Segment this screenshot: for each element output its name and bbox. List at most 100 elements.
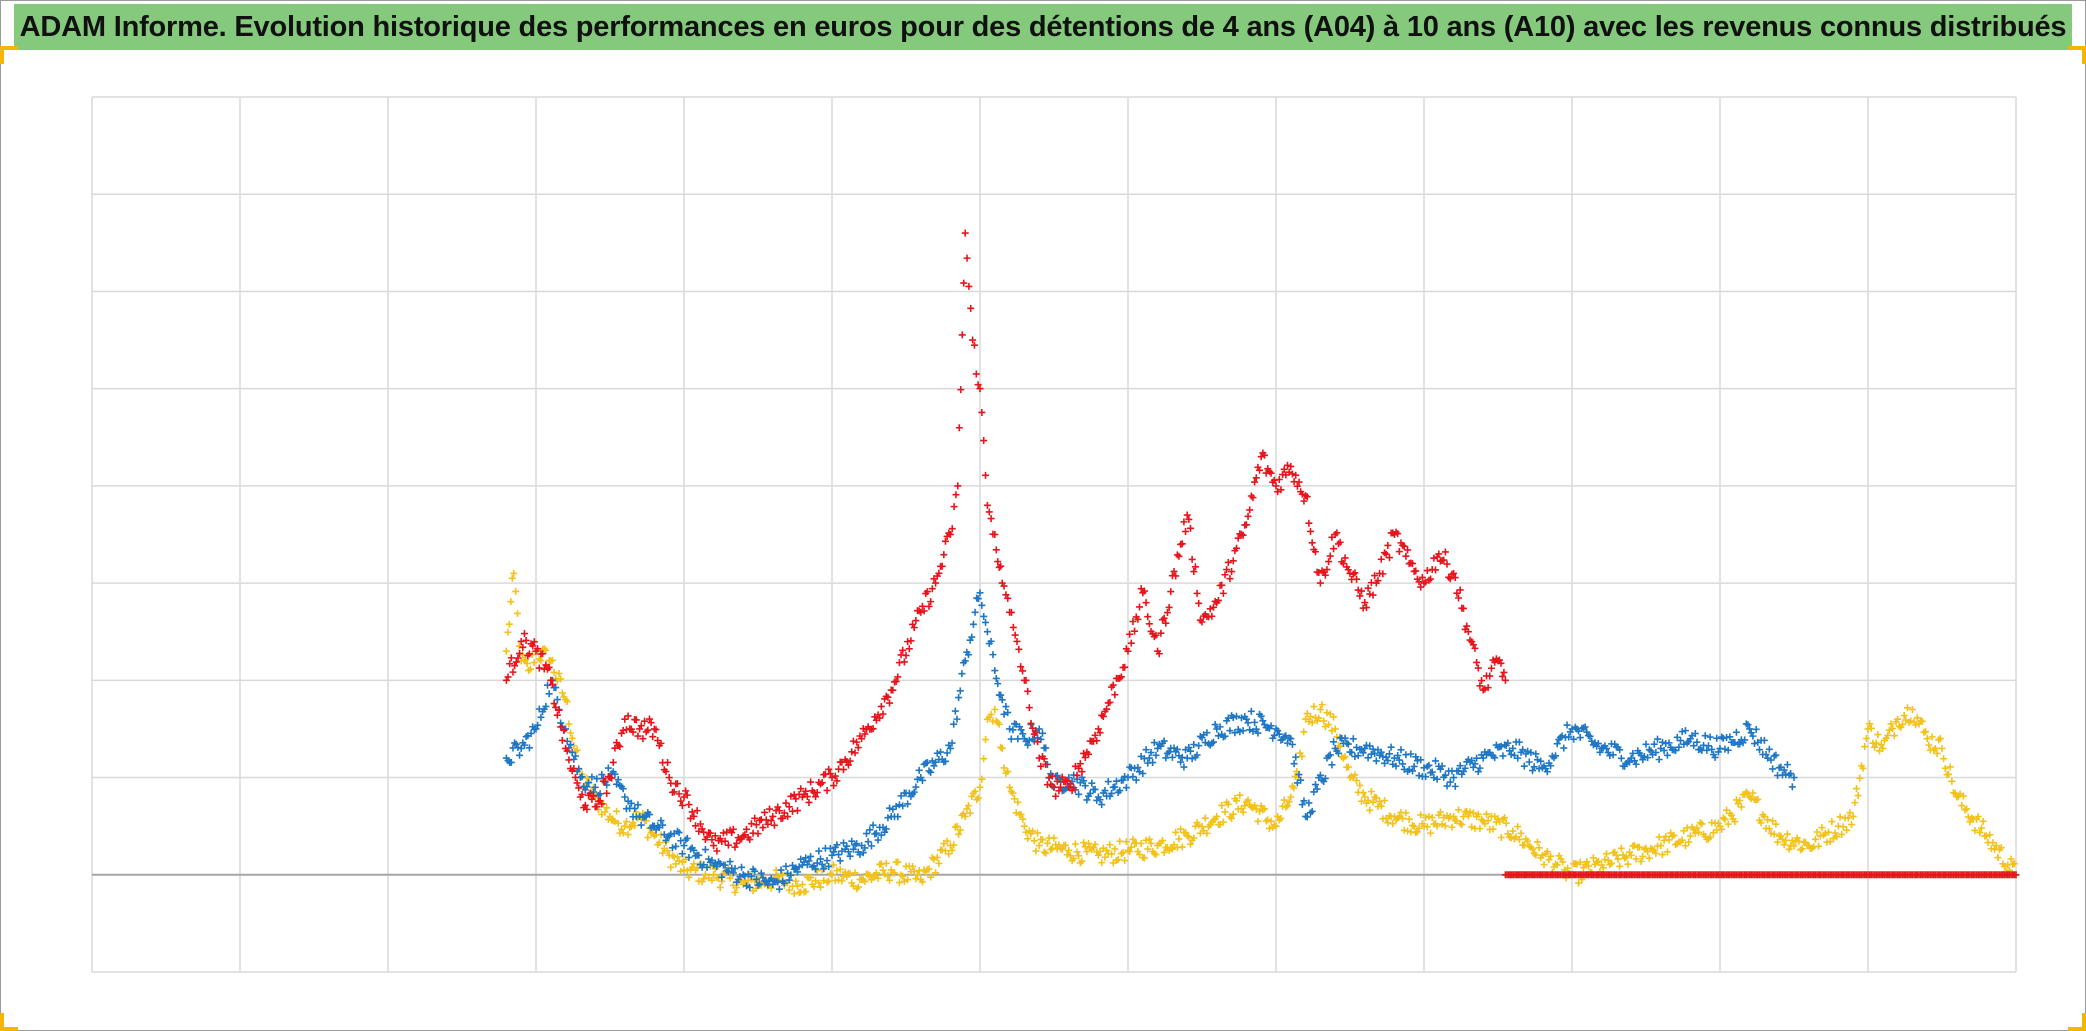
data-point — [1645, 854, 1653, 862]
data-point — [1703, 746, 1711, 754]
data-point — [948, 846, 956, 854]
data-point — [1787, 769, 1795, 777]
data-point — [598, 771, 606, 779]
data-point — [1838, 830, 1846, 838]
data-point — [1706, 833, 1714, 841]
data-point — [560, 726, 568, 734]
data-point — [987, 637, 995, 645]
data-point — [1094, 851, 1102, 859]
data-point — [598, 800, 606, 808]
data-point — [1214, 732, 1222, 740]
data-point — [884, 693, 892, 701]
series-4 — [1501, 871, 2020, 879]
data-point — [1395, 548, 1403, 556]
data-point — [530, 659, 538, 667]
data-point — [1285, 734, 1293, 742]
data-point — [1498, 672, 1506, 680]
data-point — [767, 884, 775, 892]
data-point — [535, 664, 543, 672]
data-point — [1681, 842, 1689, 850]
data-point — [1081, 753, 1089, 761]
data-point — [1609, 751, 1617, 759]
data-point — [1713, 734, 1721, 742]
data-point — [825, 765, 833, 773]
data-point — [1412, 829, 1420, 837]
data-point — [530, 638, 538, 646]
data-point — [1236, 791, 1244, 799]
data-point — [989, 530, 997, 538]
data-point — [1693, 824, 1701, 832]
data-point — [1193, 589, 1201, 597]
data-point — [1594, 857, 1602, 865]
data-point — [820, 865, 828, 873]
data-point — [1315, 714, 1323, 722]
data-point — [502, 676, 510, 684]
data-point — [1946, 763, 1954, 771]
data-point — [1448, 823, 1456, 831]
data-point — [1032, 847, 1040, 855]
data-point — [1236, 728, 1244, 736]
data-point — [1385, 554, 1393, 562]
data-point — [1203, 729, 1211, 737]
data-point — [1413, 757, 1421, 765]
data-point — [899, 872, 907, 880]
data-point — [1188, 555, 1196, 563]
data-point — [1231, 729, 1239, 737]
data-point — [1267, 722, 1275, 730]
data-point — [1211, 721, 1219, 729]
data-point — [1000, 582, 1008, 590]
data-point — [1417, 583, 1425, 591]
data-point — [1693, 738, 1701, 746]
data-point — [991, 706, 999, 713]
data-point — [1405, 766, 1413, 774]
data-point — [1438, 762, 1446, 770]
data-point — [805, 857, 813, 865]
data-point — [877, 702, 885, 710]
data-point — [1734, 800, 1742, 808]
data-point — [1843, 826, 1851, 834]
data-point — [899, 802, 907, 810]
data-point — [571, 752, 579, 760]
data-point — [1014, 798, 1022, 806]
data-point — [1298, 752, 1306, 760]
data-point — [1564, 864, 1572, 872]
data-point — [1663, 848, 1671, 856]
data-point — [1979, 817, 1987, 825]
data-point — [1307, 713, 1315, 721]
data-point — [1344, 740, 1352, 748]
data-point — [1899, 720, 1907, 728]
data-point — [1846, 809, 1854, 817]
data-point — [793, 882, 801, 890]
data-point — [1303, 493, 1311, 501]
data-point — [1305, 718, 1313, 726]
data-point — [1277, 815, 1285, 823]
data-point — [1769, 765, 1777, 773]
data-point — [874, 836, 882, 844]
data-point — [751, 867, 759, 875]
data-point — [1583, 728, 1591, 736]
data-point — [1285, 798, 1293, 806]
data-point — [1384, 819, 1392, 827]
data-point — [519, 643, 527, 651]
data-point — [1203, 829, 1211, 837]
data-point — [935, 569, 943, 577]
data-point — [729, 869, 737, 877]
data-point — [578, 791, 586, 799]
data-point — [1333, 733, 1341, 741]
data-point — [1341, 554, 1349, 562]
data-point — [515, 642, 523, 650]
data-point — [950, 720, 958, 728]
data-point — [545, 663, 553, 671]
data-point — [871, 873, 879, 881]
data-point — [1083, 848, 1091, 856]
data-point — [1168, 753, 1176, 761]
data-point — [1450, 774, 1458, 782]
data-point — [614, 819, 622, 827]
data-point — [1366, 806, 1374, 814]
data-point — [1500, 668, 1508, 676]
data-point — [1530, 763, 1538, 771]
data-point — [894, 858, 902, 866]
data-point — [1501, 814, 1509, 822]
data-point — [1126, 630, 1134, 638]
